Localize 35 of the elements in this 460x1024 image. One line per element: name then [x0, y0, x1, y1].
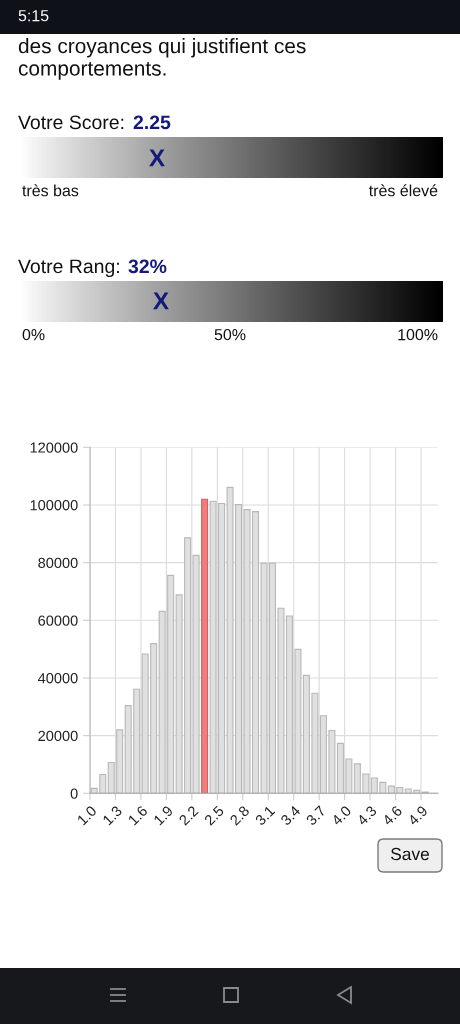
text: très bas: [22, 184, 79, 197]
y-tick-label: 120000: [30, 442, 78, 453]
text: 100%: [398, 328, 438, 341]
x-tick-label: 4.6: [381, 805, 403, 827]
x-tick-label: 2.2: [178, 805, 199, 826]
x-tick-label: 4.0: [330, 805, 352, 827]
x-tick-label: 2.5: [203, 805, 225, 826]
y-tick-label: 20000: [38, 730, 78, 742]
y-tick-label: 60000: [38, 615, 78, 626]
text: Votre Score:: [18, 115, 124, 130]
y-tick-label: 80000: [38, 557, 78, 569]
text: 50%: [214, 328, 246, 341]
x-tick-label: 1.9: [153, 805, 174, 826]
text: X: [149, 149, 165, 167]
text: Save: [391, 847, 430, 861]
text: Votre Rang:: [18, 259, 119, 278]
text: 5:15: [18, 10, 49, 22]
y-tick-label: 40000: [37, 673, 78, 684]
text: 0%: [22, 328, 45, 341]
x-tick-label: 3.4: [280, 804, 301, 826]
y-tick-label: 0: [70, 788, 78, 799]
y-tick-label: 100000: [30, 500, 78, 511]
x-tick-label: 3.7: [305, 805, 327, 826]
x-tick-label: 1.3: [102, 805, 123, 826]
x-tick-label: 3.1: [254, 805, 276, 826]
text: X: [153, 292, 169, 310]
x-tick-label: 2.8: [229, 805, 250, 826]
x-tick-label: 1.6: [127, 805, 149, 826]
text: des croyances qui justifient ces comportements.: [18, 38, 306, 80]
text: 32%: [128, 259, 167, 274]
x-tick-label: 1.0: [76, 805, 98, 826]
x-tick-label: 4.9: [407, 805, 429, 827]
x-tick-label: 4.3: [356, 805, 378, 827]
text: très élevé: [369, 184, 438, 197]
text: 2.25: [133, 115, 171, 130]
